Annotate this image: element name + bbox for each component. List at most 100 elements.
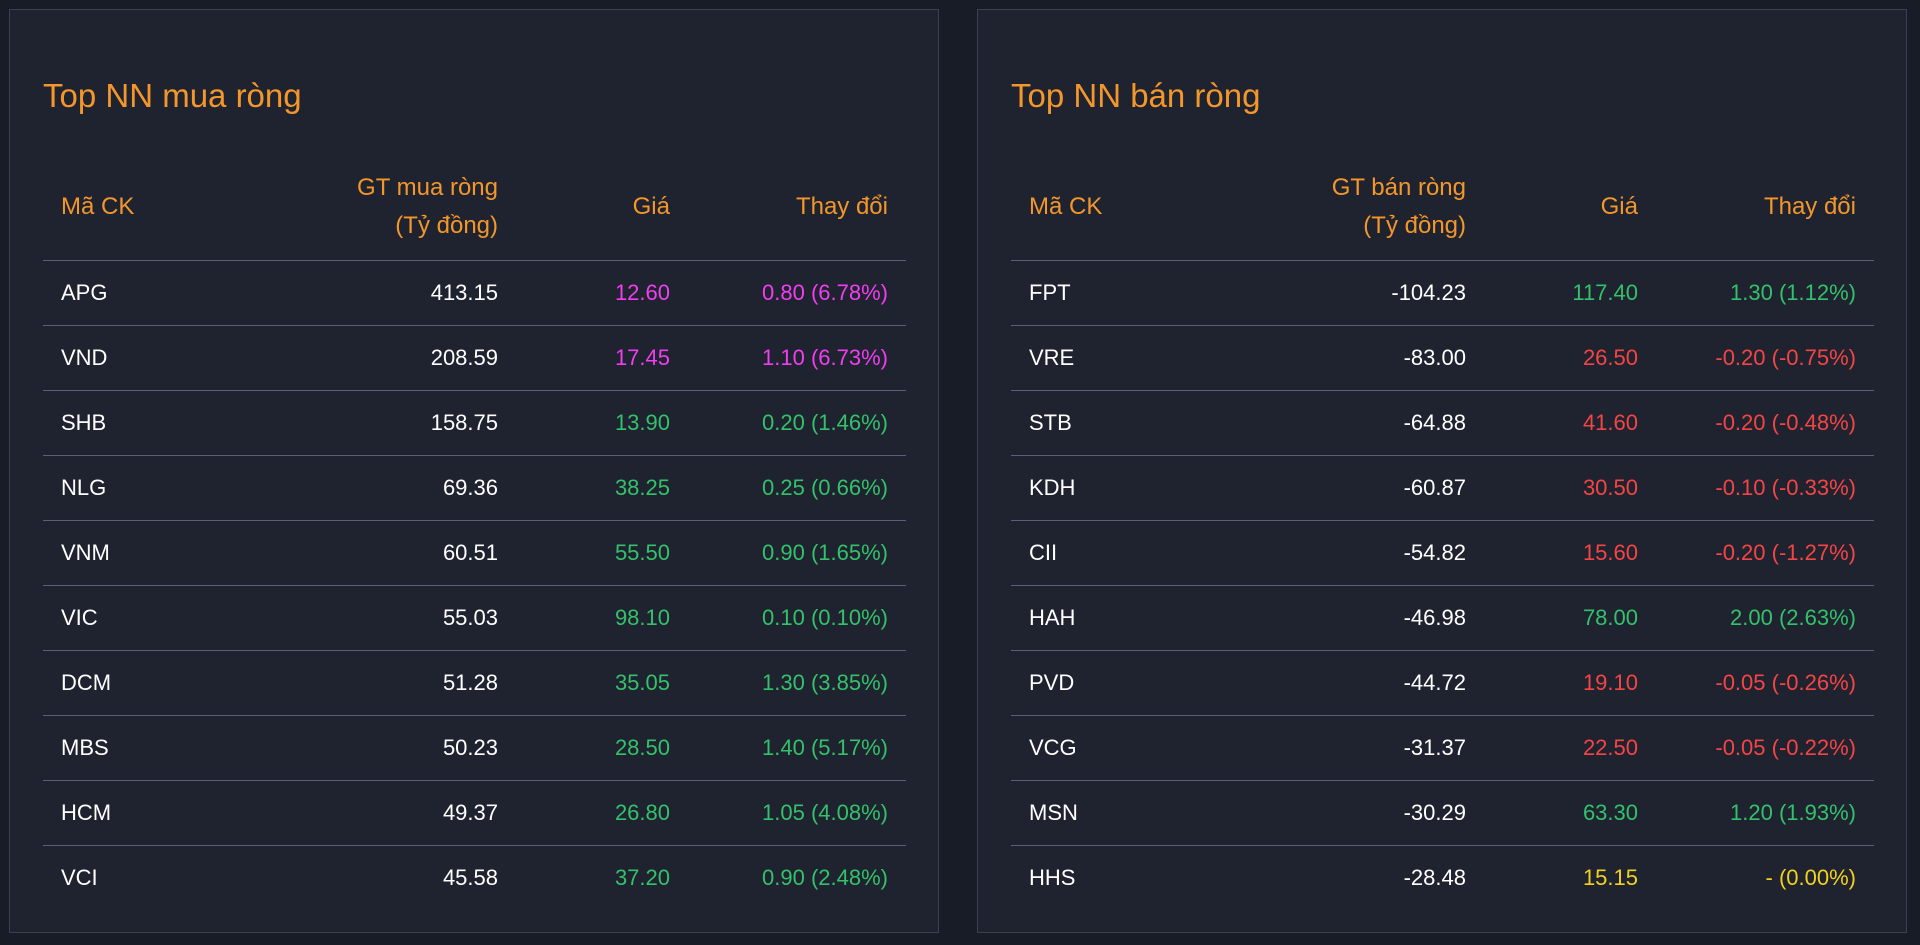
table-row[interactable]: VND 208.59 17.45 1.10 (6.73%) bbox=[43, 325, 906, 391]
table-row[interactable]: NLG 69.36 38.25 0.25 (0.66%) bbox=[43, 455, 906, 521]
net-value-cell: 208.59 bbox=[238, 325, 498, 391]
symbol-cell[interactable]: CII bbox=[1011, 520, 1206, 586]
price-cell: 78.00 bbox=[1466, 585, 1638, 651]
net-value-cell: 55.03 bbox=[238, 585, 498, 651]
net-value-cell: 50.23 bbox=[238, 715, 498, 781]
change-cell: 0.90 (1.65%) bbox=[670, 520, 906, 586]
symbol-cell[interactable]: STB bbox=[1011, 390, 1206, 456]
column-header-change[interactable]: Thay đổi bbox=[1638, 154, 1874, 261]
price-cell: 37.20 bbox=[614, 865, 670, 890]
net-value-cell: -30.29 bbox=[1206, 780, 1466, 846]
table-header-row: Mã CK GT bán ròng (Tỷ đồng) Giá Thay đổi bbox=[1011, 154, 1874, 261]
change-cell: -0.10 (-0.33%) bbox=[1638, 455, 1874, 521]
table-row[interactable]: HAH -46.98 78.00 2.00 (2.63%) bbox=[1011, 585, 1874, 651]
symbol-cell[interactable]: HCM bbox=[43, 780, 238, 846]
change-cell: 0.80 (6.78%) bbox=[670, 260, 906, 326]
price-cell: 15.15 bbox=[1582, 865, 1638, 890]
price-cell: 55.50 bbox=[498, 520, 670, 586]
table-row[interactable]: VCG -31.37 22.50 -0.05 (-0.22%) bbox=[1011, 715, 1874, 781]
change-cell: -0.05 (-0.22%) bbox=[1638, 715, 1874, 781]
column-header-price[interactable]: Giá bbox=[1466, 154, 1638, 261]
table-row[interactable]: HCM 49.37 26.80 1.05 (4.08%) bbox=[43, 780, 906, 846]
change-cell: 1.30 (3.85%) bbox=[670, 650, 906, 716]
change-cell: 1.30 (1.12%) bbox=[1638, 260, 1874, 326]
price-cell: 35.05 bbox=[498, 650, 670, 716]
column-header-net-value[interactable]: GT bán ròng (Tỷ đồng) bbox=[1206, 154, 1466, 261]
price-cell: 15.60 bbox=[1466, 520, 1638, 586]
top-net-sell-panel: Top NN bán ròng Mã CK GT bán ròng (Tỷ đồ… bbox=[977, 9, 1907, 933]
panel-title: Top NN mua ròng bbox=[43, 77, 302, 114]
column-header-price[interactable]: Giá bbox=[498, 154, 670, 261]
table-row[interactable]: VNM 60.51 55.50 0.90 (1.65%) bbox=[43, 520, 906, 586]
table-row[interactable]: VCI 45.58 37.20 0.90 (2.48%) bbox=[43, 846, 906, 911]
change-cell: -0.20 (-0.48%) bbox=[1638, 390, 1874, 456]
table-row[interactable]: FPT -104.23 117.40 1.30 (1.12%) bbox=[1011, 260, 1874, 326]
price-cell: 22.50 bbox=[1466, 715, 1638, 781]
symbol-cell[interactable]: APG bbox=[43, 260, 238, 326]
symbol-cell[interactable]: MBS bbox=[43, 715, 238, 781]
change-cell: 1.20 (1.93%) bbox=[1638, 780, 1874, 846]
price-cell: 28.50 bbox=[498, 715, 670, 781]
net-value-cell: 45.58 bbox=[442, 865, 498, 890]
net-value-cell: -44.72 bbox=[1206, 650, 1466, 716]
table-row[interactable]: HHS -28.48 15.15 - (0.00%) bbox=[1011, 846, 1874, 911]
net-value-cell: 49.37 bbox=[238, 780, 498, 846]
price-cell: 26.50 bbox=[1466, 325, 1638, 391]
symbol-cell[interactable]: HHS bbox=[1029, 865, 1076, 890]
price-cell: 117.40 bbox=[1466, 260, 1638, 326]
net-buy-table-body: APG 413.15 12.60 0.80 (6.78%) VND 208.59 17.45… bbox=[43, 260, 906, 911]
symbol-cell[interactable]: DCM bbox=[43, 650, 238, 716]
net-value-cell: -54.82 bbox=[1206, 520, 1466, 586]
column-header-net-value[interactable]: GT mua ròng (Tỷ đồng) bbox=[238, 154, 498, 261]
symbol-cell[interactable]: HAH bbox=[1011, 585, 1206, 651]
table-row[interactable]: SHB 158.75 13.90 0.20 (1.46%) bbox=[43, 390, 906, 456]
symbol-cell[interactable]: VND bbox=[43, 325, 238, 391]
change-cell: 0.90 (2.48%) bbox=[762, 865, 888, 890]
column-header-change[interactable]: Thay đổi bbox=[670, 154, 906, 261]
price-cell: 17.45 bbox=[498, 325, 670, 391]
symbol-cell[interactable]: NLG bbox=[43, 455, 238, 521]
symbol-cell[interactable]: VNM bbox=[43, 520, 238, 586]
net-value-cell: 60.51 bbox=[238, 520, 498, 586]
symbol-cell[interactable]: PVD bbox=[1011, 650, 1206, 716]
column-header-symbol[interactable]: Mã CK bbox=[43, 154, 238, 261]
table-row[interactable]: KDH -60.87 30.50 -0.10 (-0.33%) bbox=[1011, 455, 1874, 521]
price-cell: 98.10 bbox=[498, 585, 670, 651]
symbol-cell[interactable]: VIC bbox=[43, 585, 238, 651]
net-value-cell: -31.37 bbox=[1206, 715, 1466, 781]
symbol-cell[interactable]: SHB bbox=[43, 390, 238, 456]
table-row[interactable]: DCM 51.28 35.05 1.30 (3.85%) bbox=[43, 650, 906, 716]
table-row[interactable]: MSN -30.29 63.30 1.20 (1.93%) bbox=[1011, 780, 1874, 846]
symbol-cell[interactable]: MSN bbox=[1011, 780, 1206, 846]
table-row[interactable]: PVD -44.72 19.10 -0.05 (-0.26%) bbox=[1011, 650, 1874, 716]
column-header-symbol[interactable]: Mã CK bbox=[1011, 154, 1206, 261]
change-cell: -0.20 (-0.75%) bbox=[1638, 325, 1874, 391]
panel-title: Top NN bán ròng bbox=[1011, 77, 1261, 114]
net-sell-table-body: FPT -104.23 117.40 1.30 (1.12%) VRE -83.00 26.… bbox=[1011, 260, 1874, 911]
symbol-cell[interactable]: KDH bbox=[1011, 455, 1206, 521]
net-value-cell: -104.23 bbox=[1206, 260, 1466, 326]
change-cell: - (0.00%) bbox=[1765, 865, 1856, 890]
table-row[interactable]: CII -54.82 15.60 -0.20 (-1.27%) bbox=[1011, 520, 1874, 586]
table-row[interactable]: APG 413.15 12.60 0.80 (6.78%) bbox=[43, 260, 906, 326]
symbol-cell[interactable]: VCG bbox=[1011, 715, 1206, 781]
table-row[interactable]: MBS 50.23 28.50 1.40 (5.17%) bbox=[43, 715, 906, 781]
price-cell: 19.10 bbox=[1466, 650, 1638, 716]
table-header-row: Mã CK GT mua ròng (Tỷ đồng) Giá Thay đổi bbox=[43, 154, 906, 261]
change-cell: 1.05 (4.08%) bbox=[670, 780, 906, 846]
top-net-buy-panel: Top NN mua ròng Mã CK GT mua ròng (Tỷ đồ… bbox=[9, 9, 939, 933]
net-value-cell: 413.15 bbox=[238, 260, 498, 326]
table-row[interactable]: VRE -83.00 26.50 -0.20 (-0.75%) bbox=[1011, 325, 1874, 391]
symbol-cell[interactable]: VCI bbox=[61, 865, 98, 890]
price-cell: 13.90 bbox=[498, 390, 670, 456]
change-cell: 0.25 (0.66%) bbox=[670, 455, 906, 521]
column-header-net-value-line1: GT mua ròng bbox=[357, 174, 498, 201]
price-cell: 30.50 bbox=[1466, 455, 1638, 521]
symbol-cell[interactable]: FPT bbox=[1011, 260, 1206, 326]
table-row[interactable]: STB -64.88 41.60 -0.20 (-0.48%) bbox=[1011, 390, 1874, 456]
table-row[interactable]: VIC 55.03 98.10 0.10 (0.10%) bbox=[43, 585, 906, 651]
symbol-cell[interactable]: VRE bbox=[1011, 325, 1206, 391]
change-cell: 1.40 (5.17%) bbox=[670, 715, 906, 781]
change-cell: -0.05 (-0.26%) bbox=[1638, 650, 1874, 716]
price-cell: 41.60 bbox=[1466, 390, 1638, 456]
